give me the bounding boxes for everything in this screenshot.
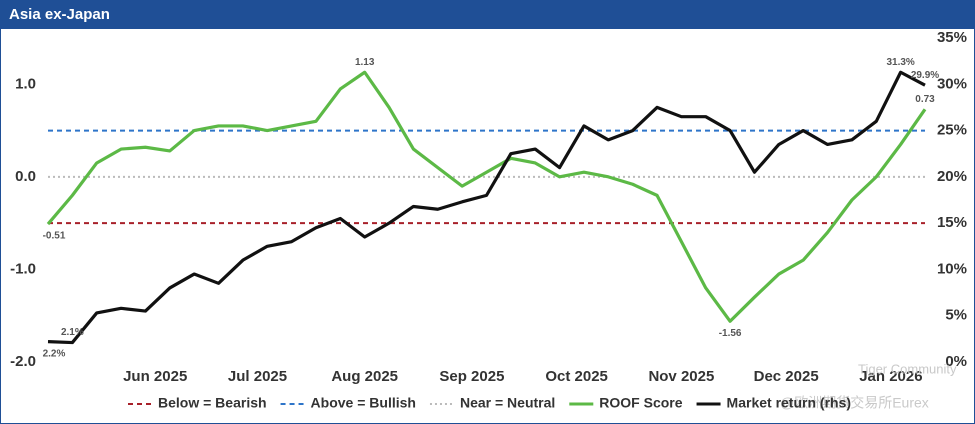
- legend-label: ROOF Score: [599, 395, 682, 411]
- y2-tick-label: 10%: [937, 260, 967, 277]
- y2-tick-label: 15%: [937, 214, 967, 231]
- chart-title: Asia ex-Japan: [9, 6, 110, 23]
- x-tick-label: Dec 2025: [754, 368, 819, 385]
- data-label: 1.13: [355, 57, 375, 68]
- x-tick-label: Oct 2025: [545, 368, 608, 385]
- legend-label: Above = Bullish: [311, 395, 416, 411]
- y-tick-label: 0.0: [15, 168, 36, 185]
- data-label: 2.2%: [43, 348, 66, 359]
- y-tick-label: -2.0: [10, 353, 36, 370]
- legend-label: Near = Neutral: [460, 395, 555, 411]
- x-tick-label: Sep 2025: [439, 368, 504, 385]
- y2-tick-label: 0%: [945, 353, 967, 370]
- series-line: [47, 70, 926, 345]
- y2-tick-label: 20%: [937, 168, 967, 185]
- watermark: Tiger Community: [858, 361, 957, 376]
- x-tick-label: Jun 2025: [123, 368, 187, 385]
- title-bar: [0, 0, 975, 29]
- series-line: [46, 70, 927, 323]
- data-label: 29.9%: [911, 70, 939, 81]
- x-tick-label: Jan 2026: [859, 368, 922, 385]
- legend-label: Market return (rhs): [727, 395, 851, 411]
- data-label: 31.3%: [886, 57, 914, 68]
- y2-tick-label: 25%: [937, 122, 967, 139]
- data-label: 0.73: [915, 94, 935, 105]
- x-tick-label: Nov 2025: [648, 368, 714, 385]
- y-tick-label: -1.0: [10, 260, 36, 277]
- data-label: -1.56: [719, 328, 742, 339]
- y-tick-label: 1.0: [15, 75, 36, 92]
- y2-tick-label: 5%: [945, 307, 967, 324]
- legend-label: Below = Bearish: [158, 395, 267, 411]
- y2-tick-label: 35%: [937, 29, 967, 46]
- x-tick-label: Aug 2025: [331, 368, 398, 385]
- data-label: 2.1%: [61, 327, 84, 338]
- data-label: -0.51: [43, 231, 66, 242]
- watermark: @欧洲期货交易所Eurex: [780, 395, 929, 411]
- x-tick-label: Jul 2025: [228, 368, 287, 385]
- y2-tick-label: 30%: [937, 75, 967, 92]
